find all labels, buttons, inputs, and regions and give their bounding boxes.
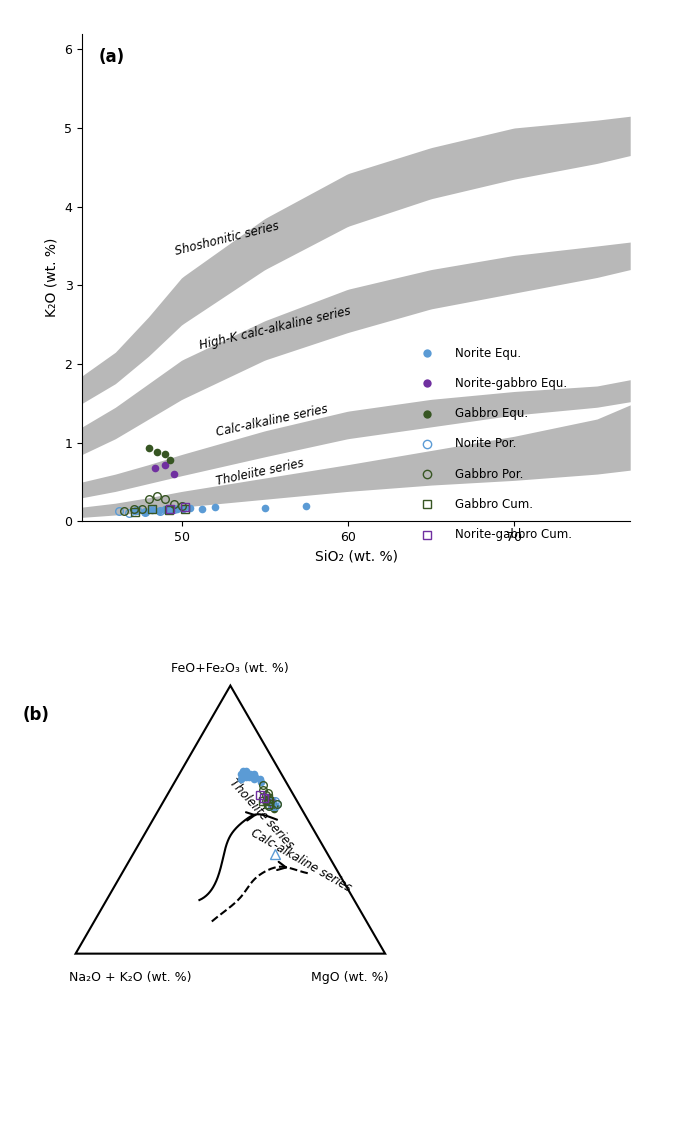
Text: Shoshonitic series: Shoshonitic series	[173, 220, 280, 258]
Text: Norite-gabbro Cum.: Norite-gabbro Cum.	[455, 528, 572, 541]
Text: (a): (a)	[99, 48, 125, 66]
Text: FeO+Fe₂O₃ (wt. %): FeO+Fe₂O₃ (wt. %)	[171, 661, 289, 675]
Text: High-K calc-alkaline series: High-K calc-alkaline series	[199, 305, 352, 352]
Text: Calc-alkaline series: Calc-alkaline series	[249, 826, 354, 895]
Text: Gabbro Por.: Gabbro Por.	[455, 467, 523, 481]
Text: (b): (b)	[23, 706, 50, 724]
Text: Norite-gabbro Equ.: Norite-gabbro Equ.	[455, 377, 567, 390]
Text: Tholeiite series: Tholeiite series	[227, 777, 297, 852]
Text: Gabbro Cum.: Gabbro Cum.	[455, 498, 533, 511]
Text: Tholeiite series: Tholeiite series	[215, 457, 306, 489]
X-axis label: SiO₂ (wt. %): SiO₂ (wt. %)	[314, 549, 398, 564]
Text: Norite Por.: Norite Por.	[455, 437, 516, 451]
Text: Calc-alkaline series: Calc-alkaline series	[215, 402, 329, 438]
Text: Na₂O + K₂O (wt. %): Na₂O + K₂O (wt. %)	[69, 971, 192, 983]
Y-axis label: K₂O (wt. %): K₂O (wt. %)	[45, 238, 59, 317]
Text: Gabbro Equ.: Gabbro Equ.	[455, 407, 528, 420]
Text: MgO (wt. %): MgO (wt. %)	[311, 971, 388, 983]
Text: Norite Equ.: Norite Equ.	[455, 346, 521, 360]
